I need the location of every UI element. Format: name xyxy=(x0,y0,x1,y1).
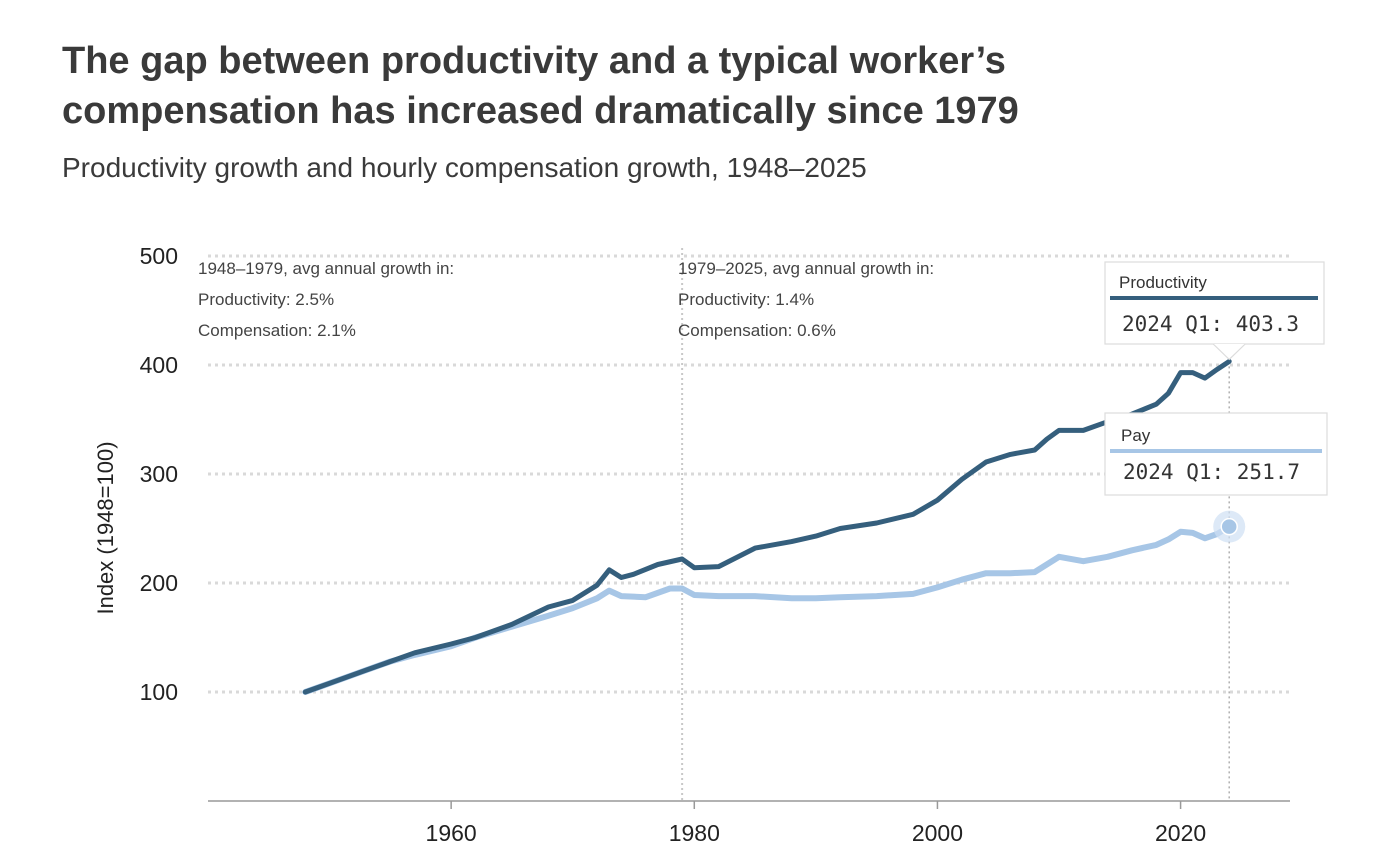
annotation-1948-1979: 1948–1979, avg annual growth in: Product… xyxy=(198,259,454,340)
tooltip-pay-value: 2024 Q1: 251.7 xyxy=(1123,460,1300,484)
x-tick-2000: 2000 xyxy=(912,820,963,846)
tooltip-productivity-pointer xyxy=(1212,343,1246,361)
y-axis-label: Index (1948=100) xyxy=(93,441,118,614)
grid-lines xyxy=(208,254,1290,694)
tooltip-productivity: Productivity 2024 Q1: 403.3 xyxy=(1104,261,1325,361)
annotation-left-heading: 1948–1979, avg annual growth in: xyxy=(198,259,454,278)
annotation-1979-2025: 1979–2025, avg annual growth in: Product… xyxy=(678,259,934,340)
y-tick-200: 200 xyxy=(140,570,178,596)
tooltip-pay-box xyxy=(1104,412,1328,496)
reference-lines xyxy=(681,248,1230,801)
y-tick-300: 300 xyxy=(140,461,178,487)
annotation-right-compensation: Compensation: 0.6% xyxy=(678,321,836,340)
y-axis-ticks: 100 200 300 400 500 xyxy=(140,243,178,705)
chart-title: The gap between productivity and a typic… xyxy=(62,40,1019,132)
x-tick-1960: 1960 xyxy=(426,820,477,846)
tooltip-productivity-value: 2024 Q1: 403.3 xyxy=(1122,312,1299,336)
pay-line xyxy=(302,523,1233,695)
productivity-line xyxy=(302,358,1232,695)
tooltip-productivity-box xyxy=(1104,261,1325,345)
series-layer xyxy=(302,358,1233,695)
x-tick-2020: 2020 xyxy=(1155,820,1206,846)
y-tick-100: 100 xyxy=(140,679,178,705)
pay-marker[interactable] xyxy=(1213,510,1246,543)
tooltip-pay-name: Pay xyxy=(1121,426,1151,445)
x-axis: 1960 1980 2000 2020 xyxy=(208,800,1290,846)
y-tick-500: 500 xyxy=(140,243,178,269)
annotation-left-compensation: Compensation: 2.1% xyxy=(198,321,356,340)
chart-subtitle: Productivity growth and hourly compensat… xyxy=(62,152,867,183)
tooltip-productivity-name: Productivity xyxy=(1119,273,1207,292)
annotation-right-productivity: Productivity: 1.4% xyxy=(678,290,814,309)
x-tick-1980: 1980 xyxy=(669,820,720,846)
y-tick-400: 400 xyxy=(140,352,178,378)
pay-marker-dot[interactable] xyxy=(1220,517,1238,536)
tooltip-pay: Pay 2024 Q1: 251.7 xyxy=(1104,412,1328,496)
annotation-right-heading: 1979–2025, avg annual growth in: xyxy=(678,259,934,278)
annotation-left-productivity: Productivity: 2.5% xyxy=(198,290,334,309)
